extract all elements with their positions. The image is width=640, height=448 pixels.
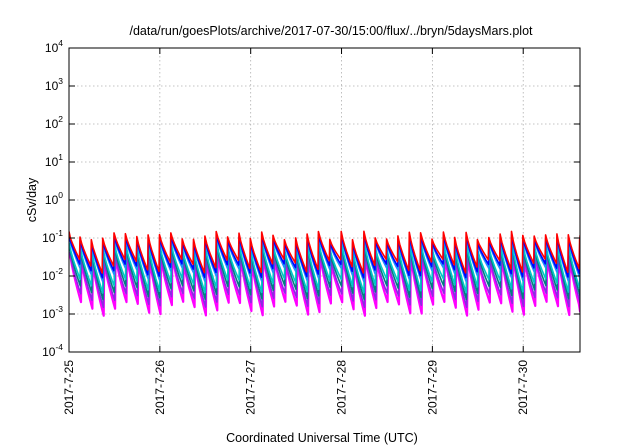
x-tick-label: 2017-7-29 bbox=[425, 360, 439, 415]
series-line-6 bbox=[69, 230, 580, 274]
x-axis-label: Coordinated Universal Time (UTC) bbox=[226, 431, 418, 445]
y-tick-label: 10-2 bbox=[42, 266, 63, 283]
grid-layer bbox=[69, 48, 580, 352]
y-axis-label: cSv/day bbox=[25, 177, 39, 222]
chart-title: /data/run/goesPlots/archive/2017-07-30/1… bbox=[129, 24, 533, 38]
x-tick-label: 2017-7-25 bbox=[62, 360, 76, 415]
y-tick-label: 101 bbox=[45, 152, 63, 169]
x-tick-label: 2017-7-26 bbox=[153, 360, 167, 415]
y-tick-label: 100 bbox=[45, 190, 63, 207]
x-tick-label: 2017-7-28 bbox=[335, 360, 349, 415]
y-tick-label: 10-4 bbox=[42, 342, 63, 359]
x-tick-label: 2017-7-27 bbox=[244, 360, 258, 415]
y-tick-label: 102 bbox=[45, 114, 63, 131]
plot-frame bbox=[68, 47, 581, 353]
series-layer bbox=[69, 230, 580, 317]
y-tick-label: 104 bbox=[45, 38, 63, 55]
axis-layer: 10-4 10-3 10-2 10-1 100 101 102 103 104 2017-7-25… bbox=[42, 38, 581, 415]
y-tick-label: 10-1 bbox=[42, 228, 63, 245]
y-tick-label: 10-3 bbox=[42, 304, 63, 321]
x-tick-label: 2017-7-30 bbox=[516, 360, 530, 415]
y-tick-label: 103 bbox=[45, 76, 63, 93]
